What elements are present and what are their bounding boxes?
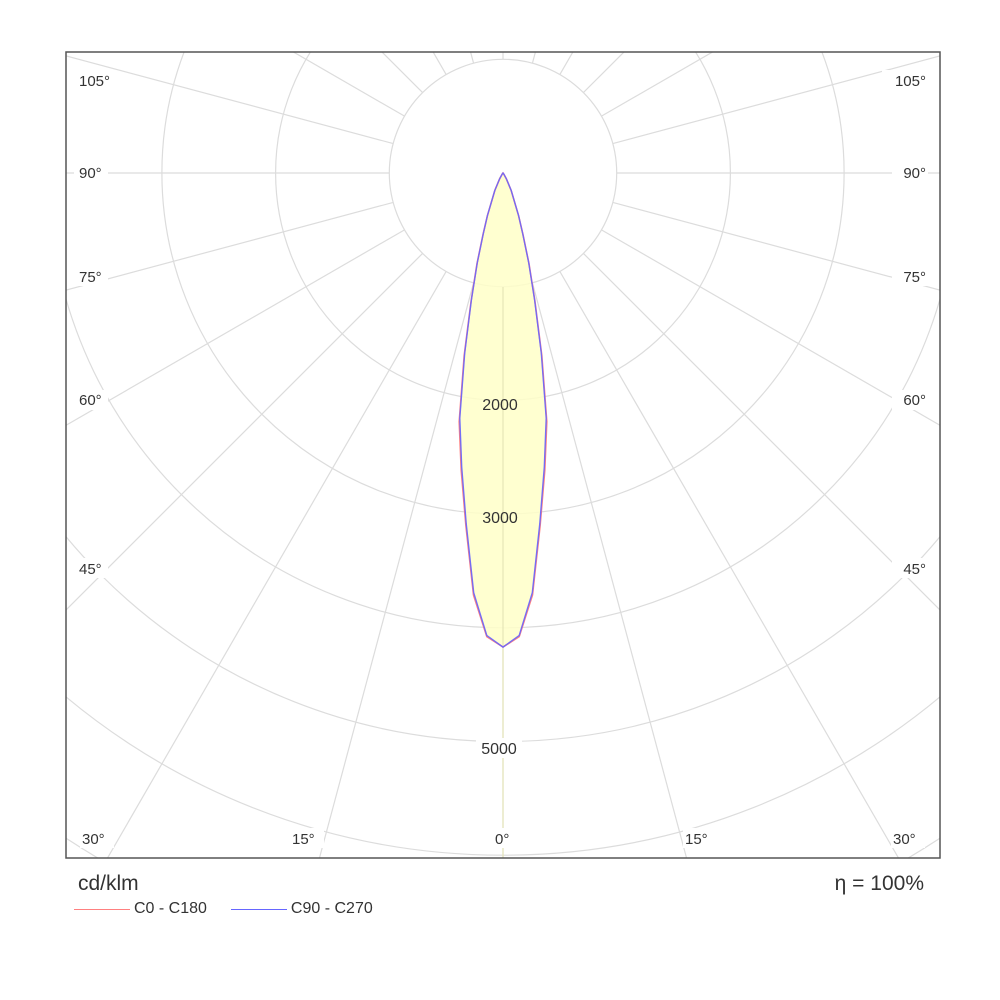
ring-label-3000: 3000 — [482, 510, 518, 527]
angle-label-75-left: 75° — [79, 269, 102, 286]
legend-item-c90-c270: C90 - C270 — [230, 900, 373, 918]
legend-label-c0-c180: C0 - C180 — [134, 900, 207, 917]
unit-label: cd/klm — [78, 872, 139, 895]
curve-c90-c270 — [459, 171, 547, 648]
angle-label-90-left: 90° — [79, 165, 102, 182]
plot-area — [458, 171, 548, 858]
angle-label-90-right: 90° — [903, 165, 926, 182]
bottom-angle-labels: 30° 15° 0° 15° 30° — [80, 828, 925, 848]
legend: C0 - C180 C90 - C270 — [74, 900, 397, 918]
angle-label-15-bottom-right: 15° — [685, 831, 708, 848]
angle-label-30-bottom-left: 30° — [82, 831, 105, 848]
left-angle-labels: 105° 90° 75° 60° 45° — [74, 70, 116, 578]
angle-label-15-bottom-left: 15° — [292, 831, 315, 848]
plot-frame — [65, 51, 941, 859]
angle-label-105-right: 105° — [895, 73, 926, 90]
legend-swatch-c90-c270 — [230, 908, 287, 910]
angle-label-60-left: 60° — [79, 392, 102, 409]
angle-label-105-left: 105° — [79, 73, 110, 90]
efficiency-label: η = 100% — [834, 872, 924, 895]
angle-label-45-left: 45° — [79, 561, 102, 578]
angle-label-45-right: 45° — [903, 561, 926, 578]
ring-label-5000: 5000 — [481, 741, 517, 758]
angle-label-75-right: 75° — [903, 269, 926, 286]
right-angle-labels: 105° 90° 75° 60° 45° — [882, 70, 928, 578]
ring-value-labels: 2000 3000 5000 — [476, 397, 522, 758]
ring-label-2000: 2000 — [482, 397, 518, 414]
angle-label-0-bottom: 0° — [495, 831, 509, 848]
legend-item-c0-c180: C0 - C180 — [74, 900, 207, 918]
angle-label-60-right: 60° — [903, 392, 926, 409]
angle-label-30-bottom-right: 30° — [893, 831, 916, 848]
legend-label-c90-c270: C90 - C270 — [290, 900, 373, 917]
legend-swatch-c0-c180 — [74, 908, 130, 910]
